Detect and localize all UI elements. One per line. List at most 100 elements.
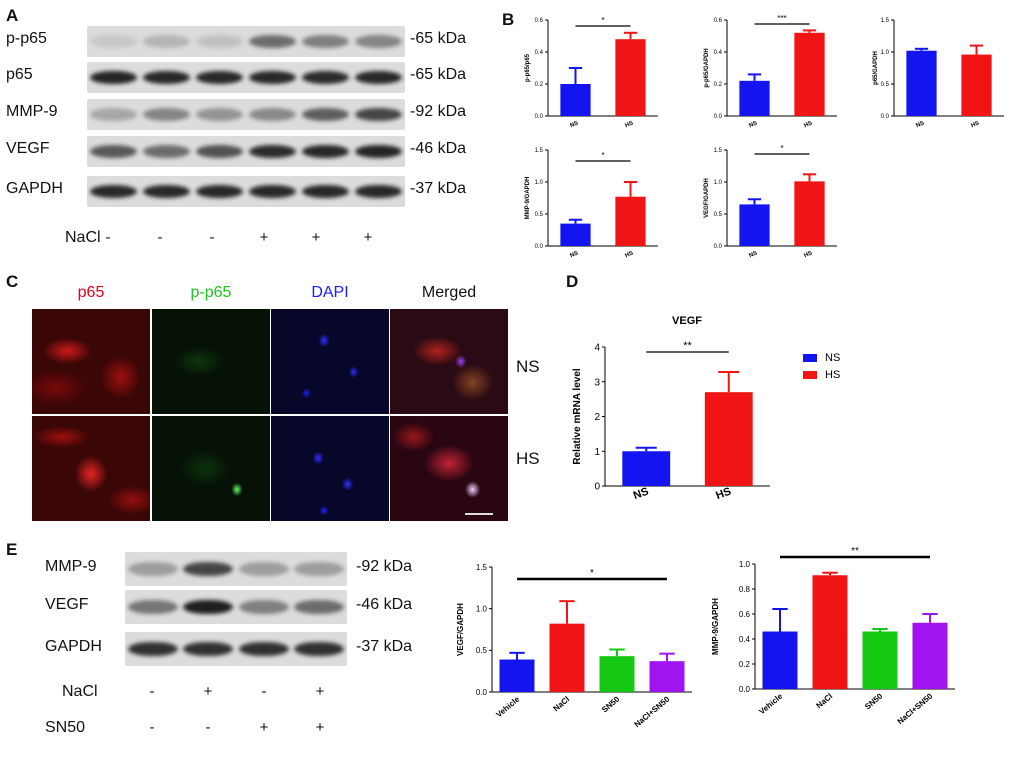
panel-a-band: [89, 184, 138, 199]
panel-c-row-hs: HS: [516, 449, 540, 468]
panel-c-column-header: Merged: [421, 284, 477, 301]
bar: [622, 451, 671, 486]
y-tick-label: 0.5: [476, 646, 488, 655]
y-tick-label: 0.0: [535, 244, 544, 250]
panel-e-band: [294, 641, 345, 657]
x-tick-label: HS: [714, 486, 732, 503]
significance-label: *: [601, 151, 604, 160]
significance-label: *: [590, 568, 594, 579]
bar: [649, 661, 685, 692]
panel-c-row-ns: NS: [516, 357, 540, 376]
y-tick-label: 1.5: [535, 148, 544, 154]
bar: [862, 631, 898, 689]
y-tick-label: 1.5: [714, 148, 723, 154]
y-axis-label: p65/GAPDH: [873, 51, 879, 85]
y-tick-label: 0.2: [739, 660, 751, 669]
panel-a-band: [142, 70, 191, 85]
panel-a-band: [248, 70, 297, 85]
bar: [812, 575, 848, 689]
panel-a-band: [248, 107, 297, 122]
panel-a-band: [248, 34, 297, 49]
x-tick-label: SN50: [863, 691, 885, 711]
y-tick-label: 0.0: [881, 114, 890, 120]
panel-a-band: [89, 107, 138, 122]
panel-a-letter: A: [6, 6, 19, 25]
x-tick-label: Vehicle: [757, 691, 784, 716]
chart-vegf-mrna: 0 1 2 3 4 Relative mRNA level NS HS ** VEGF NS HS: [572, 315, 840, 503]
bar: [704, 392, 753, 486]
significance-label: *: [780, 144, 783, 153]
scale-bar: [465, 513, 493, 515]
panel-a-blot-strip: [87, 62, 405, 93]
y-axis-label: VEGF/GAPDH: [456, 603, 465, 656]
panel-a-treatment-sign: +: [259, 229, 269, 246]
panel-a-treatment-sign: -: [157, 229, 163, 246]
bar: [961, 54, 992, 116]
panel-a-band: [301, 70, 350, 85]
y-axis-label: MMP-9/GAPDH: [711, 598, 720, 655]
y-tick-label: 0.5: [535, 212, 544, 218]
panel-e-treatment-sign: -: [261, 683, 267, 700]
panel-c-column-header: p65: [77, 284, 105, 301]
y-tick-label: 0.0: [714, 244, 723, 250]
panel-a-row-label: VEGF: [6, 140, 50, 157]
bar: [762, 631, 798, 689]
legend-label: NS: [825, 352, 840, 364]
panel-e-band: [183, 641, 234, 657]
panel-e-band: [183, 599, 234, 615]
panel-a-treatment-sign: -: [105, 229, 111, 246]
y-tick-label: 1.0: [881, 50, 890, 56]
panel-a-row-label: p-p65: [6, 30, 47, 47]
panel-c-column-header: p-p65: [190, 284, 232, 301]
panel-a-treatment-sign: +: [311, 229, 321, 246]
bar: [906, 50, 937, 116]
panel-a-kda-label: -92 kDa: [410, 103, 467, 120]
bar: [794, 32, 825, 116]
panel-a-band: [195, 144, 244, 159]
panel-a-blot-strip: [87, 26, 405, 57]
panel-e-kda-label: -92 kDa: [356, 558, 413, 575]
panel-e-band: [127, 641, 178, 657]
panel-e-blot-strip: [125, 590, 347, 624]
panel-e-band: [127, 561, 178, 577]
x-tick-label: NS: [748, 120, 758, 129]
bar: [549, 623, 585, 692]
y-tick-label: 0.4: [739, 635, 751, 644]
panel-a-treatment-sign: +: [363, 229, 373, 246]
y-tick-label: 1: [594, 447, 600, 458]
panel-a-blot-strip: [87, 136, 405, 167]
y-tick-label: 0.0: [476, 688, 488, 697]
x-tick-label: NS: [915, 120, 925, 129]
y-tick-label: 1.5: [476, 563, 488, 572]
y-tick-label: 0.2: [535, 82, 544, 88]
significance-label: *: [601, 16, 604, 25]
panel-e-blot-strip: [125, 632, 347, 666]
panel-e-kda-label: -37 kDa: [356, 638, 413, 655]
y-tick-label: 0: [594, 482, 600, 493]
chart-p-p65-p65: 0.0 0.2 0.4 0.6 p-p65/p65 NS HS *: [525, 16, 658, 129]
bar: [499, 659, 535, 692]
panel-c-letter: C: [6, 272, 19, 291]
x-tick-label: NaCl: [815, 692, 835, 711]
x-tick-label: HS: [970, 120, 980, 129]
fluorescence-image: [152, 309, 270, 414]
panel-e-treatment-sign: +: [259, 719, 269, 736]
y-axis-label: p-p65/GAPDH: [704, 48, 710, 87]
bar: [615, 39, 646, 117]
y-tick-label: 1.0: [739, 560, 751, 569]
x-tick-label: NaCl: [552, 695, 572, 714]
fluorescence-image: [152, 416, 270, 521]
fluorescence-image: [32, 309, 150, 414]
significance-label: ***: [777, 14, 786, 23]
y-axis-label: MMP-9/GAPDH: [525, 177, 531, 220]
fluorescence-image: [390, 309, 508, 414]
y-tick-label: 0.5: [714, 212, 723, 218]
panel-a-kda-label: -46 kDa: [410, 140, 467, 157]
panel-a-band: [142, 184, 191, 199]
y-tick-label: 0.0: [535, 114, 544, 120]
bar: [599, 656, 635, 692]
y-axis-label: Relative mRNA level: [572, 368, 583, 465]
panel-e-band: [294, 561, 345, 577]
y-tick-label: 0.6: [714, 18, 723, 24]
legend-swatch: [803, 371, 817, 379]
